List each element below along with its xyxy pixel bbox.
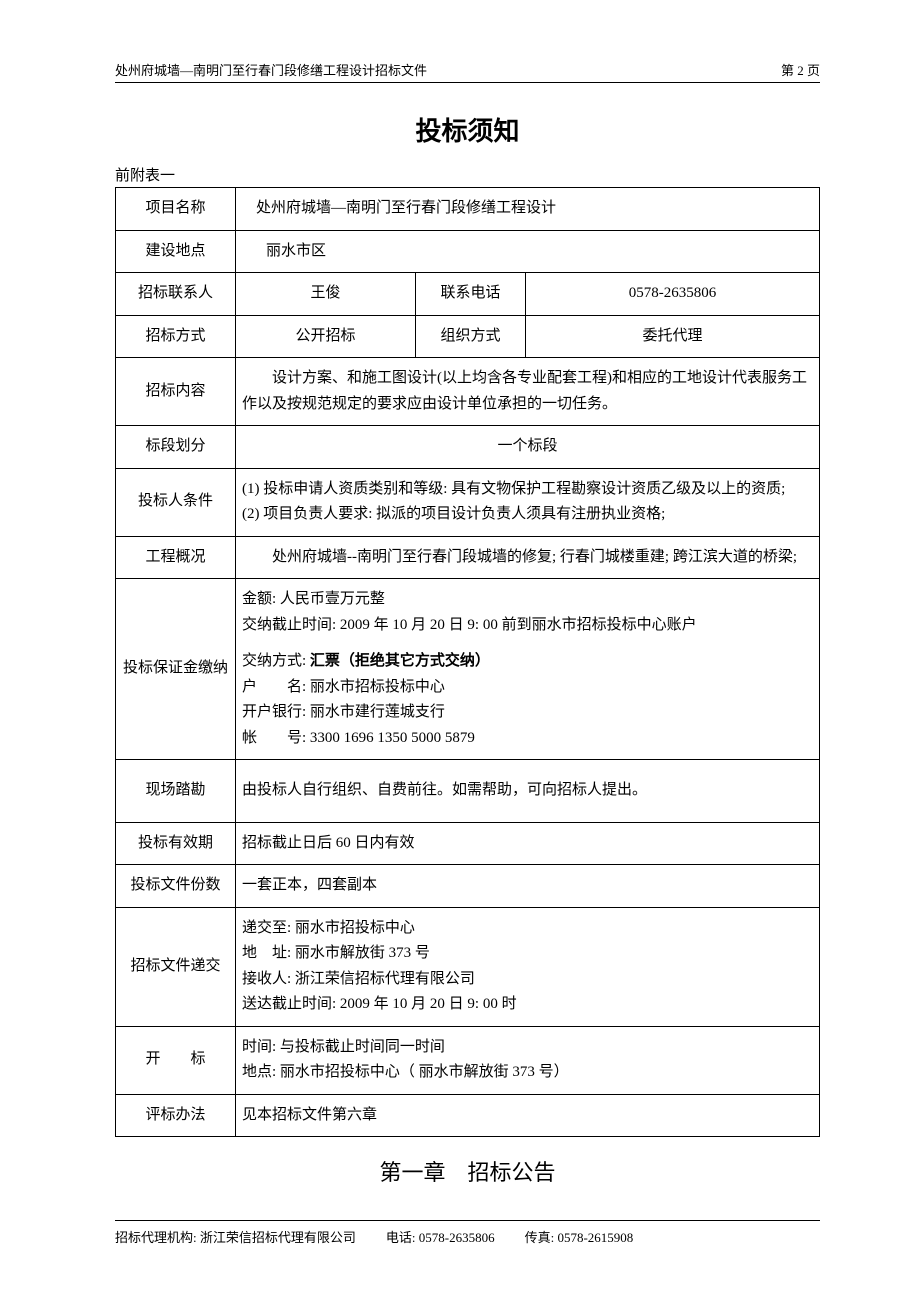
- validity-value: 招标截止日后 60 日内有效: [236, 822, 820, 865]
- bidder-cond-value: (1) 投标申请人资质类别和等级: 具有文物保护工程勘察设计资质乙级及以上的资质…: [236, 468, 820, 536]
- site-label: 现场踏勘: [116, 760, 236, 823]
- validity-label: 投标有效期: [116, 822, 236, 865]
- contact-value: 王俊: [236, 273, 416, 316]
- copies-value: 一套正本，四套副本: [236, 865, 820, 908]
- table-row: 评标办法 见本招标文件第六章: [116, 1094, 820, 1137]
- table-row: 标段划分 一个标段: [116, 426, 820, 469]
- overview-text: 处州府城墙--南明门至行春门段城墙的修复; 行春门城楼重建; 跨江滨大道的桥梁;: [242, 545, 813, 571]
- delivery-deadline: 送达截止时间: 2009 年 10 月 20 日 9: 00 时: [242, 992, 813, 1018]
- deposit-bank: 开户银行: 丽水市建行莲城支行: [242, 700, 813, 726]
- open-place: 地点: 丽水市招投标中心（ 丽水市解放街 373 号）: [242, 1060, 813, 1086]
- table-row: 投标文件份数 一套正本，四套副本: [116, 865, 820, 908]
- method-value: 公开招标: [236, 315, 416, 358]
- table-row: 招标联系人 王俊 联系电话 0578-2635806: [116, 273, 820, 316]
- spacer: [242, 638, 813, 648]
- delivery-recv: 接收人: 浙江荣信招标代理有限公司: [242, 967, 813, 993]
- bidder-cond-2: (2) 项目负责人要求: 拟派的项目设计负责人须具有注册执业资格;: [242, 502, 813, 528]
- overview-label: 工程概况: [116, 536, 236, 579]
- project-name-value: 处州府城墙—南明门至行春门段修缮工程设计: [236, 188, 820, 231]
- eval-value: 见本招标文件第六章: [236, 1094, 820, 1137]
- bidder-cond-1: (1) 投标申请人资质类别和等级: 具有文物保护工程勘察设计资质乙级及以上的资质…: [242, 477, 813, 503]
- overview-value: 处州府城墙--南明门至行春门段城墙的修复; 行春门城楼重建; 跨江滨大道的桥梁;: [236, 536, 820, 579]
- contact-label: 招标联系人: [116, 273, 236, 316]
- deposit-method-label: 交纳方式:: [242, 653, 310, 669]
- content-value: 设计方案、和施工图设计(以上均含各专业配套工程)和相应的工地设计代表服务工作以及…: [236, 358, 820, 426]
- open-value: 时间: 与投标截止时间同一时间 地点: 丽水市招投标中心（ 丽水市解放街 373…: [236, 1026, 820, 1094]
- pre-table-label: 前附表一: [115, 164, 820, 185]
- method-label: 招标方式: [116, 315, 236, 358]
- site-value: 由投标人自行组织、自费前往。如需帮助，可向招标人提出。: [236, 760, 820, 823]
- deposit-acc-name: 户 名: 丽水市招标投标中心: [242, 675, 813, 701]
- footer-agency: 招标代理机构: 浙江荣信招标代理有限公司: [115, 1227, 356, 1246]
- content-label: 招标内容: [116, 358, 236, 426]
- deposit-method-value: 汇票（拒绝其它方式交纳）: [310, 652, 490, 669]
- location-label: 建设地点: [116, 230, 236, 273]
- table-row: 投标保证金缴纳 金额: 人民币壹万元整 交纳截止时间: 2009 年 10 月 …: [116, 579, 820, 760]
- copies-label: 投标文件份数: [116, 865, 236, 908]
- table-row: 投标人条件 (1) 投标申请人资质类别和等级: 具有文物保护工程勘察设计资质乙级…: [116, 468, 820, 536]
- delivery-addr: 地 址: 丽水市解放街 373 号: [242, 941, 813, 967]
- deposit-label: 投标保证金缴纳: [116, 579, 236, 760]
- footer-fax: 传真: 0578-2615908: [525, 1227, 634, 1246]
- table-row: 招标文件递交 递交至: 丽水市招投标中心 地 址: 丽水市解放街 373 号 接…: [116, 907, 820, 1026]
- table-row: 项目名称 处州府城墙—南明门至行春门段修缮工程设计: [116, 188, 820, 231]
- deposit-amount: 金额: 人民币壹万元整: [242, 587, 813, 613]
- table-row: 投标有效期 招标截止日后 60 日内有效: [116, 822, 820, 865]
- table-row: 工程概况 处州府城墙--南明门至行春门段城墙的修复; 行春门城楼重建; 跨江滨大…: [116, 536, 820, 579]
- org-value: 委托代理: [526, 315, 820, 358]
- section-value: 一个标段: [236, 426, 820, 469]
- table-row: 招标方式 公开招标 组织方式 委托代理: [116, 315, 820, 358]
- location-value: 丽水市区: [236, 230, 820, 273]
- delivery-value: 递交至: 丽水市招投标中心 地 址: 丽水市解放街 373 号 接收人: 浙江荣…: [236, 907, 820, 1026]
- org-label: 组织方式: [416, 315, 526, 358]
- deposit-method-row: 交纳方式: 汇票（拒绝其它方式交纳）: [242, 648, 813, 675]
- deposit-deadline: 交纳截止时间: 2009 年 10 月 20 日 9: 00 前到丽水市招标投标…: [242, 613, 813, 639]
- footer-tel: 电话: 0578-2635806: [386, 1227, 495, 1246]
- deposit-acc-no: 帐 号: 3300 1696 1350 5000 5879: [242, 726, 813, 752]
- table-row: 开 标 时间: 与投标截止时间同一时间 地点: 丽水市招投标中心（ 丽水市解放街…: [116, 1026, 820, 1094]
- phone-label: 联系电话: [416, 273, 526, 316]
- chapter-title: 第一章 招标公告: [115, 1155, 820, 1187]
- doc-title: 投标须知: [115, 111, 820, 148]
- table-row: 建设地点 丽水市区: [116, 230, 820, 273]
- project-name-label: 项目名称: [116, 188, 236, 231]
- deposit-value: 金额: 人民币壹万元整 交纳截止时间: 2009 年 10 月 20 日 9: …: [236, 579, 820, 760]
- header-left: 处州府城墙—南明门至行春门段修缮工程设计招标文件: [115, 60, 427, 79]
- content-text: 设计方案、和施工图设计(以上均含各专业配套工程)和相应的工地设计代表服务工作以及…: [242, 366, 813, 417]
- header-right: 第 2 页: [781, 60, 820, 79]
- open-time: 时间: 与投标截止时间同一时间: [242, 1035, 813, 1061]
- eval-label: 评标办法: [116, 1094, 236, 1137]
- table-row: 招标内容 设计方案、和施工图设计(以上均含各专业配套工程)和相应的工地设计代表服…: [116, 358, 820, 426]
- open-label: 开 标: [116, 1026, 236, 1094]
- phone-value: 0578-2635806: [526, 273, 820, 316]
- delivery-label: 招标文件递交: [116, 907, 236, 1026]
- page-footer: 招标代理机构: 浙江荣信招标代理有限公司 电话: 0578-2635806 传真…: [115, 1220, 820, 1246]
- delivery-to: 递交至: 丽水市招投标中心: [242, 916, 813, 942]
- bidder-cond-label: 投标人条件: [116, 468, 236, 536]
- bid-info-table: 项目名称 处州府城墙—南明门至行春门段修缮工程设计 建设地点 丽水市区 招标联系…: [115, 187, 820, 1137]
- table-row: 现场踏勘 由投标人自行组织、自费前往。如需帮助，可向招标人提出。: [116, 760, 820, 823]
- section-label: 标段划分: [116, 426, 236, 469]
- page-header: 处州府城墙—南明门至行春门段修缮工程设计招标文件 第 2 页: [115, 60, 820, 83]
